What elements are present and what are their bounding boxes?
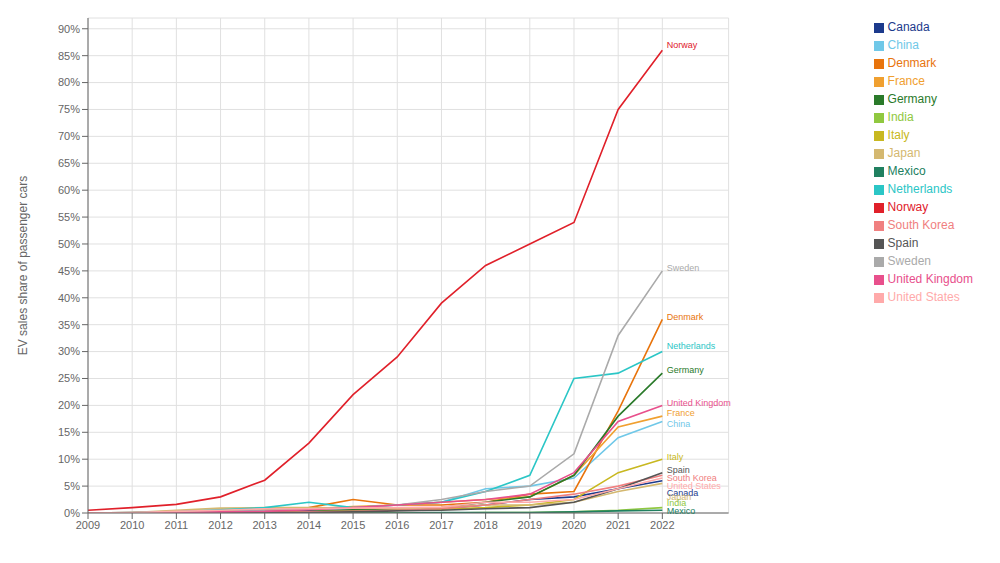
html-text:United Kingdom: United Kingdom	[887, 272, 973, 286]
svg-text:Germany: Germany	[667, 365, 705, 375]
html-text:Mexico: Mexico	[887, 164, 926, 178]
svg-text:40%: 40%	[58, 292, 80, 304]
svg-text:2017: 2017	[429, 519, 453, 531]
svg-text:United Kingdom: United Kingdom	[667, 398, 731, 408]
svg-text:2014: 2014	[297, 519, 321, 531]
html-text:Germany: Germany	[887, 92, 937, 106]
svg-text:2021: 2021	[606, 519, 630, 531]
svg-text:35%: 35%	[58, 319, 80, 331]
svg-text:Spain: Spain	[666, 465, 690, 475]
svg-text:2012: 2012	[208, 519, 232, 531]
svg-text:55%: 55%	[58, 211, 80, 223]
svg-text:South Korea: South Korea	[666, 473, 717, 483]
svg-text:2018: 2018	[473, 519, 497, 531]
svg-text:Sweden: Sweden	[667, 263, 700, 273]
svg-text:0%: 0%	[64, 507, 80, 519]
svg-text:EV sales share of passenger ca: EV sales share of passenger cars	[16, 176, 30, 355]
svg-text:United States: United States	[666, 481, 721, 492]
svg-text:25%: 25%	[58, 372, 80, 384]
svg-text:90%: 90%	[58, 23, 80, 35]
svg-text:70%: 70%	[58, 130, 80, 142]
svg-text:2022: 2022	[650, 519, 674, 531]
svg-text:2019: 2019	[518, 519, 542, 531]
html-text:United States: United States	[887, 290, 960, 304]
html-text:Norway: Norway	[887, 200, 929, 214]
svg-text:2013: 2013	[252, 519, 276, 531]
svg-text:30%: 30%	[58, 345, 80, 357]
html-text:India: India	[887, 110, 914, 124]
svg-text:Japan: Japan	[666, 491, 692, 502]
svg-text:65%: 65%	[58, 157, 80, 169]
svg-text:50%: 50%	[58, 238, 80, 250]
svg-text:45%: 45%	[58, 265, 80, 277]
svg-text:75%: 75%	[58, 103, 80, 115]
svg-text:Denmark: Denmark	[667, 312, 704, 322]
svg-text:India: India	[666, 498, 687, 509]
svg-text:Netherlands: Netherlands	[667, 341, 716, 351]
svg-text:60%: 60%	[58, 184, 80, 196]
svg-text:Mexico: Mexico	[667, 506, 696, 516]
svg-text:2010: 2010	[120, 519, 144, 531]
svg-text:15%: 15%	[58, 426, 80, 438]
html-text:Sweden: Sweden	[887, 254, 931, 268]
svg-text:Norway: Norway	[667, 40, 698, 50]
html-text:Denmark: Denmark	[887, 56, 937, 70]
svg-text:85%: 85%	[58, 50, 80, 62]
svg-text:2015: 2015	[341, 519, 365, 531]
svg-text:20%: 20%	[58, 399, 80, 411]
svg-text:France: France	[667, 408, 695, 418]
svg-text:China: China	[667, 419, 691, 429]
html-text:Italy: Italy	[887, 128, 910, 142]
html-text:Canada: Canada	[887, 20, 930, 34]
html-text:South Korea: South Korea	[887, 218, 955, 232]
html-text:France: France	[887, 74, 925, 88]
svg-text:5%: 5%	[64, 480, 80, 492]
svg-text:2020: 2020	[562, 519, 586, 531]
svg-text:80%: 80%	[58, 76, 80, 88]
html-text:Netherlands: Netherlands	[887, 182, 953, 196]
svg-text:Italy: Italy	[667, 452, 684, 462]
html-text:Japan: Japan	[887, 146, 921, 160]
svg-text:2009: 2009	[76, 519, 100, 531]
svg-text:10%: 10%	[58, 453, 80, 465]
svg-text:2016: 2016	[385, 519, 409, 531]
html-text:Spain: Spain	[887, 236, 919, 250]
svg-text:2011: 2011	[165, 519, 189, 531]
html-text:China: China	[887, 38, 919, 52]
